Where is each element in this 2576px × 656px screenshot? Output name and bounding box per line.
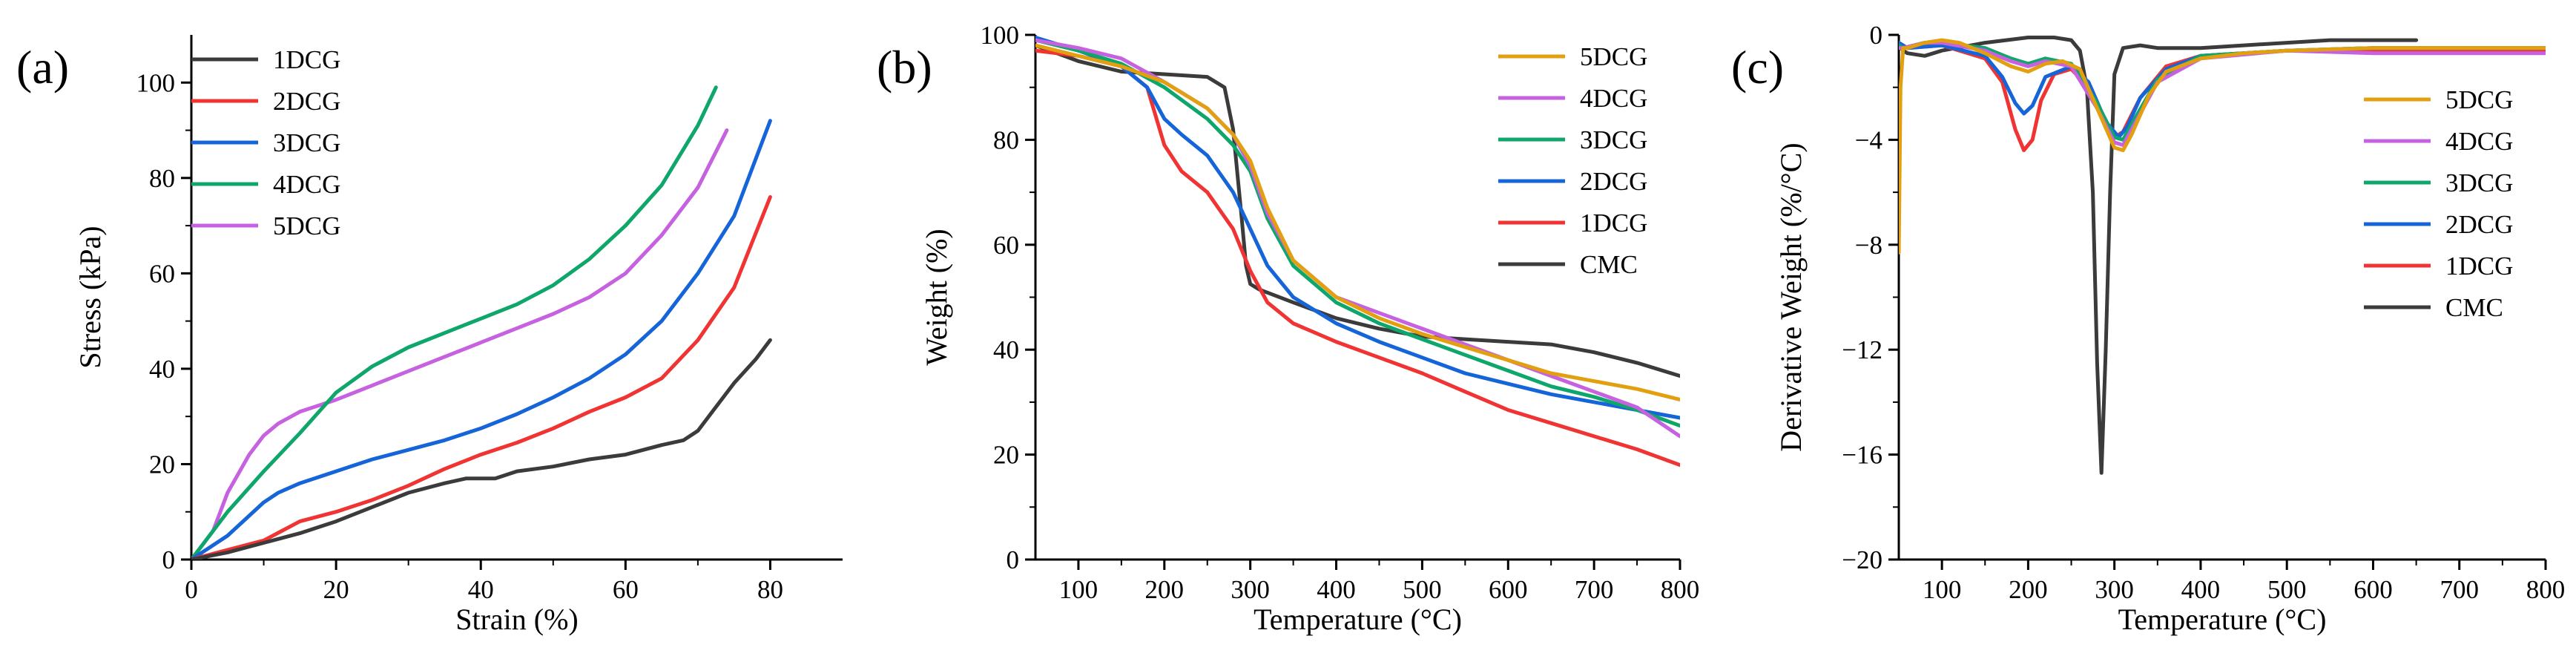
series-line-5dcg	[1035, 43, 1680, 401]
x-axis-title: Strain (%)	[455, 603, 579, 636]
y-tick-label: −16	[1842, 441, 1882, 470]
legend-label: 3DCG	[273, 128, 340, 157]
series-line-1dcg	[1035, 48, 1680, 468]
legend-label: 5DCG	[1580, 42, 1647, 71]
panel-label: (a)	[16, 41, 69, 94]
y-tick-label: 20	[149, 450, 175, 479]
series-line-4dcg	[191, 85, 718, 560]
y-tick-label: 0	[1007, 545, 1020, 574]
legend-label: CMC	[1580, 250, 1638, 279]
x-tick-label: 800	[1661, 575, 1700, 604]
legend-label: 2DCG	[2445, 210, 2513, 239]
x-tick-label: 600	[1489, 575, 1528, 604]
series-group	[1899, 36, 2546, 475]
x-axis-title: Temperature (°C)	[2118, 603, 2327, 636]
legend-label: 4DCG	[2445, 127, 2513, 156]
x-tick-label: 400	[1317, 575, 1356, 604]
y-tick-label: 100	[981, 21, 1020, 50]
x-tick-label: 60	[613, 575, 639, 604]
panel-label: (b)	[877, 41, 932, 94]
legend-label: 3DCG	[1580, 125, 1647, 154]
x-tick-label: 100	[1059, 575, 1098, 604]
legend-label: 5DCG	[2445, 85, 2513, 114]
x-tick-label: 500	[1403, 575, 1442, 604]
x-tick-label: 500	[2267, 575, 2307, 604]
x-tick-label: 300	[1231, 575, 1270, 604]
x-tick-label: 200	[2009, 575, 2048, 604]
series-line-2dcg	[1035, 36, 1680, 420]
y-tick-label: 80	[993, 125, 1019, 154]
y-axis-title: Weight (%)	[920, 229, 953, 366]
x-tick-label: 700	[2440, 575, 2479, 604]
chart-panel-1: (a) 0 20 40 60 80 0 20 40 60 80 100 Strain (%) Stress…	[16, 35, 843, 636]
y-tick-label: −12	[1842, 335, 1882, 364]
chart-panel-3: (c) 100 200 300 400 500 600 700 800 0 −4 −8 −12 −16 −2…	[1731, 21, 2565, 636]
legend: 5DCG 4DCG 3DCG 2DCG 1DCG CMC	[2364, 85, 2513, 322]
x-tick-label: 80	[757, 575, 783, 604]
legend: 5DCG 4DCG 3DCG 2DCG 1DCG CMC	[1498, 42, 1647, 279]
series-line-3dcg	[191, 119, 772, 560]
y-tick-label: 0	[1870, 21, 1883, 50]
y-tick-label: −20	[1842, 545, 1882, 574]
y-tick-label: 20	[993, 441, 1019, 470]
x-tick-label: 700	[1575, 575, 1614, 604]
series-line-5dcg	[1899, 38, 2546, 255]
y-tick-label: 80	[149, 164, 175, 193]
legend-label: 1DCG	[2445, 252, 2513, 281]
x-tick-label: 600	[2353, 575, 2393, 604]
y-axis-title: Derivative Weight (%/°C)	[1774, 142, 1808, 451]
legend-label: 1DCG	[1580, 209, 1647, 237]
x-tick-label: 200	[1145, 575, 1185, 604]
y-tick-label: −8	[1855, 231, 1882, 260]
x-tick-label: 800	[2526, 575, 2566, 604]
x-tick-label: 20	[323, 575, 349, 604]
y-tick-label: 40	[993, 335, 1019, 364]
legend-label: 1DCG	[273, 45, 340, 74]
legend-label: CMC	[2445, 293, 2503, 322]
panel-label: (c)	[1731, 41, 1784, 94]
legend: 1DCG 2DCG 3DCG 4DCG 5DCG	[191, 45, 340, 240]
legend-label: 4DCG	[1580, 84, 1647, 113]
x-tick-label: 40	[468, 575, 494, 604]
y-axis-title: Stress (kPa)	[73, 226, 107, 368]
series-line-3dcg	[1035, 38, 1680, 428]
x-tick-label: 100	[1923, 575, 1962, 604]
x-axis-title: Temperature (°C)	[1254, 603, 1462, 636]
y-tick-label: 40	[149, 355, 175, 384]
legend-label: 2DCG	[1580, 167, 1647, 196]
x-tick-label: 300	[2095, 575, 2134, 604]
y-tick-label: −4	[1855, 125, 1882, 154]
y-tick-label: 60	[149, 259, 175, 288]
legend-label: 3DCG	[2445, 168, 2513, 197]
chart-panel-2: (b) 100 200 300 400 500 600 700 800 0 20 40 60 80 100 T…	[877, 21, 1699, 636]
legend-label: 5DCG	[273, 211, 340, 240]
series-group	[191, 85, 772, 560]
x-tick-label: 0	[185, 575, 198, 604]
series-line-cmc	[1899, 36, 2419, 475]
y-tick-label: 0	[162, 545, 176, 574]
x-tick-label: 400	[2181, 575, 2221, 604]
series-group	[1035, 36, 1680, 468]
series-line-5dcg	[191, 128, 729, 560]
legend-label: 4DCG	[273, 170, 340, 199]
y-tick-label: 100	[136, 68, 176, 97]
y-tick-label: 60	[993, 231, 1019, 260]
series-line-2dcg	[191, 195, 772, 560]
series-line-1dcg	[191, 338, 772, 560]
legend-label: 2DCG	[273, 87, 340, 116]
